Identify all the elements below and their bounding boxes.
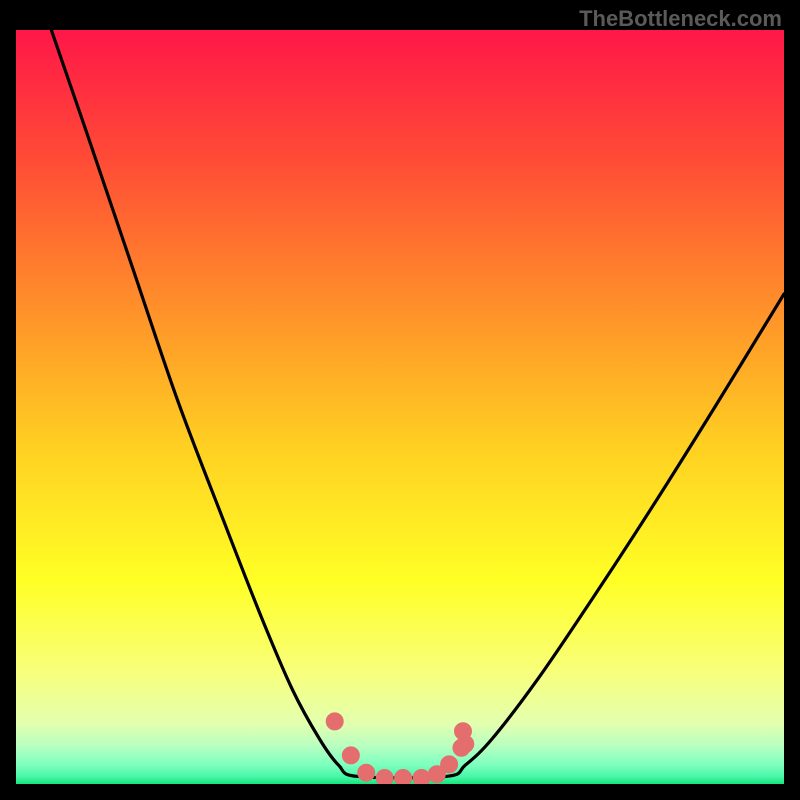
curve-marker xyxy=(358,764,375,781)
curve-marker xyxy=(441,756,458,773)
curve-marker xyxy=(454,723,471,740)
watermark-text: TheBottleneck.com xyxy=(579,6,782,32)
curve-marker xyxy=(376,769,393,784)
curve-marker xyxy=(395,769,412,784)
curve-marker xyxy=(342,747,359,764)
chart-svg xyxy=(16,30,784,784)
plot-area xyxy=(16,30,784,784)
bottleneck-curve xyxy=(51,30,784,778)
curve-marker xyxy=(413,769,430,784)
curve-marker xyxy=(326,713,343,730)
